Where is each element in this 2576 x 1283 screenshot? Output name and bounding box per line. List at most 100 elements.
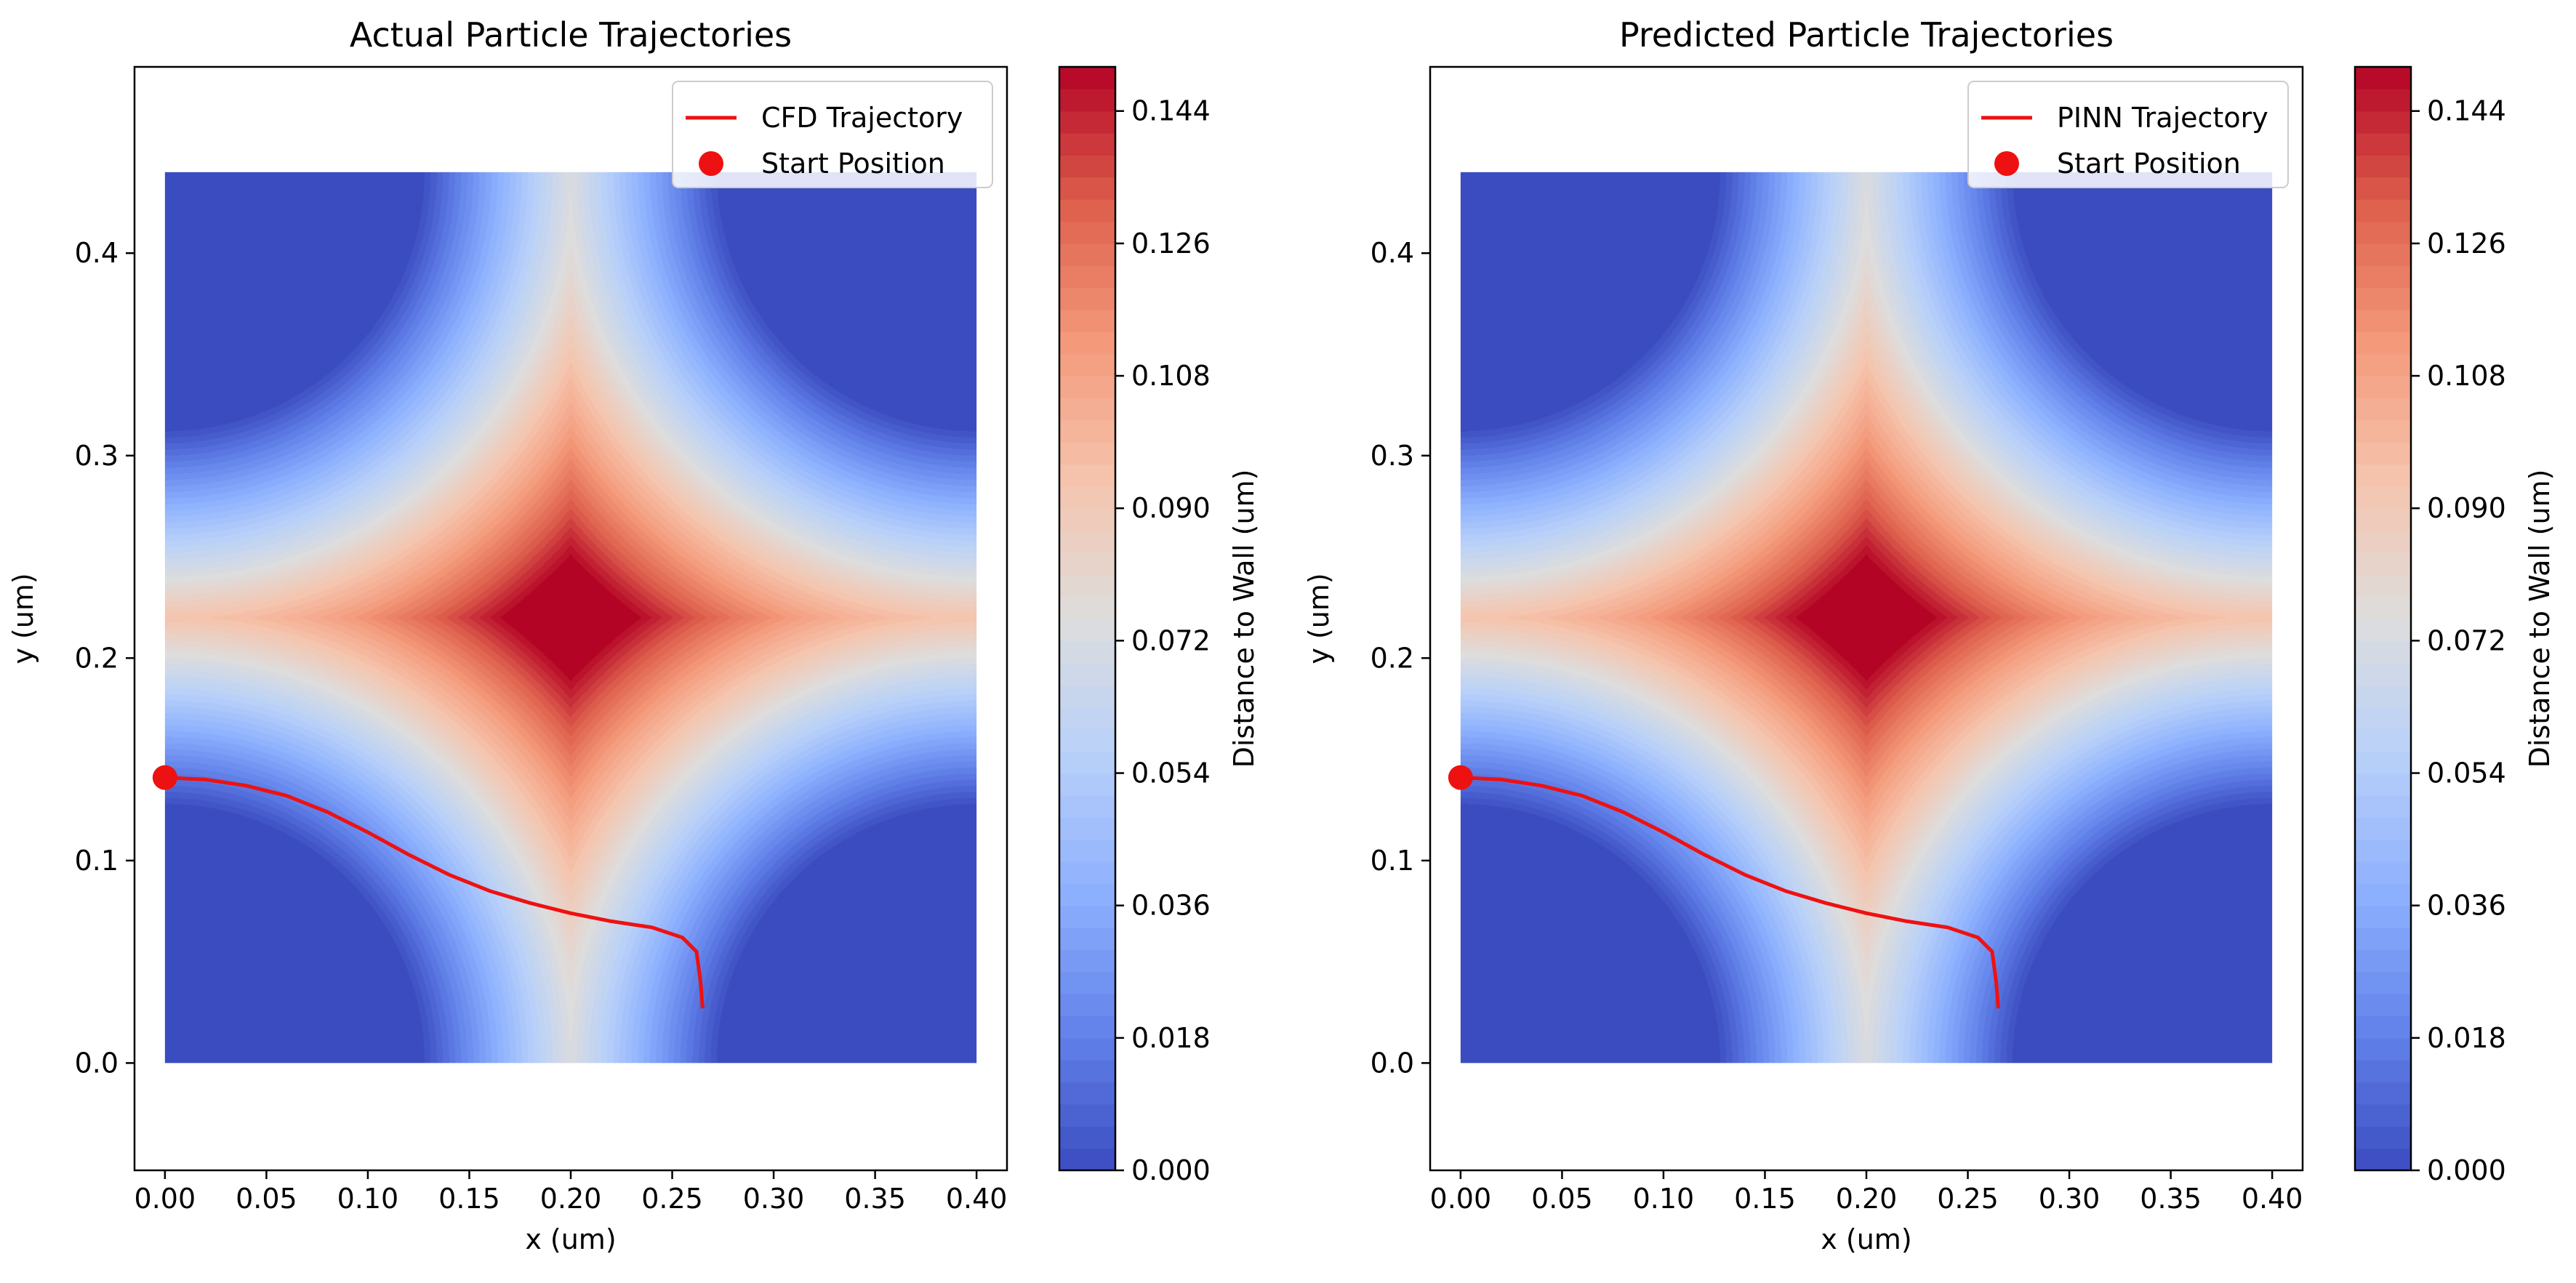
- y-tick-label: 0.0: [75, 1047, 119, 1079]
- x-tick-label: 0.25: [641, 1183, 703, 1215]
- colorbar-label: Distance to Wall (um): [1228, 470, 1260, 768]
- colorbar-band: [2355, 110, 2411, 134]
- colorbar-band: [2355, 331, 2411, 355]
- colorbar-band: [2355, 596, 2411, 619]
- colorbar-band: [1059, 994, 1115, 1017]
- colorbar-band: [2355, 795, 2411, 818]
- distance-field-heatmap: [164, 172, 977, 1063]
- x-tick-label: 0.25: [1937, 1183, 1999, 1215]
- colorbar-band: [1059, 640, 1115, 664]
- colorbar-band: [2355, 883, 2411, 906]
- colorbar-band: [1059, 508, 1115, 531]
- colorbar-band: [1059, 685, 1115, 708]
- colorbar-band: [2355, 994, 2411, 1017]
- legend: CFD Trajectory Start Position: [672, 81, 993, 188]
- colorbar-tick-label: 0.126: [1131, 228, 1211, 260]
- colorbar-band: [2355, 530, 2411, 553]
- x-tick-label: 0.40: [946, 1183, 1008, 1215]
- legend-entry-trajectory: CFD Trajectory: [761, 102, 963, 134]
- colorbar-band: [1059, 133, 1115, 156]
- colorbar-band: [2355, 442, 2411, 465]
- colorbar-band: [1059, 221, 1115, 244]
- colorbar-band: [2355, 133, 2411, 156]
- colorbar-band: [2355, 685, 2411, 708]
- colorbar-band: [1059, 1148, 1115, 1171]
- x-tick-label: 0.15: [1734, 1183, 1796, 1215]
- x-tick-label: 0.35: [844, 1183, 906, 1215]
- colorbar-band: [1059, 89, 1115, 112]
- colorbar-band: [1059, 905, 1115, 928]
- colorbar-band: [2355, 728, 2411, 752]
- colorbar-band: [2355, 419, 2411, 443]
- colorbar-band: [1059, 1126, 1115, 1149]
- colorbar-tick-label: 0.144: [1131, 95, 1211, 127]
- colorbar-band: [2355, 177, 2411, 200]
- colorbar-tick-label: 0.000: [1131, 1154, 1211, 1186]
- x-axis-label: x (um): [525, 1223, 616, 1255]
- colorbar-band: [1059, 728, 1115, 752]
- colorbar-band: [1059, 949, 1115, 973]
- colorbar-tick-label: 0.108: [1131, 360, 1211, 392]
- colorbar-band: [1059, 883, 1115, 906]
- colorbar-band: [2355, 905, 2411, 928]
- colorbar-tick-label: 0.144: [2427, 95, 2506, 127]
- colorbar-label: Distance to Wall (um): [2524, 470, 2556, 768]
- y-tick-label: 0.3: [1371, 440, 1414, 472]
- colorbar-band: [2355, 353, 2411, 377]
- colorbar-band: [2355, 949, 2411, 973]
- start-position-marker: [152, 765, 177, 790]
- colorbar-band: [1059, 928, 1115, 950]
- colorbar-band: [1059, 662, 1115, 685]
- y-tick-label: 0.2: [75, 642, 119, 674]
- colorbar-band: [2355, 773, 2411, 796]
- x-tick-label: 0.10: [1633, 1183, 1695, 1215]
- colorbar-band: [2355, 287, 2411, 310]
- y-axis-label: y (um): [7, 573, 39, 664]
- legend-entry-start: Start Position: [761, 148, 945, 180]
- legend: PINN Trajectory Start Position: [1967, 81, 2289, 188]
- y-tick-label: 0.0: [1371, 1047, 1414, 1079]
- colorbar-band: [2355, 398, 2411, 421]
- colorbar: 0.000 0.018 0.036 0.054 0.072 0.090 0.108 0.126…: [2354, 65, 2556, 1186]
- colorbar-band: [1059, 398, 1115, 421]
- x-tick-label: 0.30: [2039, 1183, 2100, 1215]
- colorbar-band: [1059, 1037, 1115, 1061]
- colorbar-band: [2355, 376, 2411, 398]
- colorbar-band: [1059, 155, 1115, 178]
- colorbar-band: [2355, 662, 2411, 685]
- colorbar-band: [1059, 1060, 1115, 1083]
- colorbar-band: [1059, 596, 1115, 619]
- colorbar-band: [1059, 773, 1115, 796]
- x-tick-label: 0.35: [2140, 1183, 2202, 1215]
- colorbar-band: [2355, 839, 2411, 862]
- x-tick-label: 0.20: [540, 1183, 602, 1215]
- x-tick-label: 0.05: [1531, 1183, 1593, 1215]
- colorbar-band: [1059, 552, 1115, 575]
- colorbar-band: [1059, 419, 1115, 443]
- colorbar-frame: [2354, 65, 2412, 1172]
- colorbar-band: [2355, 1060, 2411, 1083]
- panel-2: 0.00 0.05 0.10 0.15 0.20 0.25 0.30 0.35 0.400.00…: [1303, 15, 2556, 1255]
- x-tick-label: 0.05: [236, 1183, 297, 1215]
- colorbar-frame: [1058, 65, 1117, 1172]
- colorbar-band: [1059, 309, 1115, 332]
- colorbar-band: [2355, 552, 2411, 575]
- colorbar-tick-label: 0.072: [2427, 624, 2506, 656]
- colorbar-band: [1059, 331, 1115, 355]
- x-tick-label: 0.20: [1836, 1183, 1898, 1215]
- colorbar-band: [1059, 1015, 1115, 1039]
- colorbar-band: [2355, 1015, 2411, 1039]
- colorbar-band: [1059, 199, 1115, 222]
- colorbar-band: [1059, 464, 1115, 487]
- colorbar-band: [2355, 1082, 2411, 1105]
- start-position-marker: [1448, 765, 1473, 790]
- colorbar-band: [1059, 486, 1115, 509]
- x-tick-label: 0.40: [2242, 1183, 2303, 1215]
- colorbar-band: [1059, 707, 1115, 730]
- colorbar-band: [1059, 817, 1115, 840]
- colorbar-band: [1059, 839, 1115, 862]
- colorbar-tick-label: 0.000: [2427, 1154, 2506, 1186]
- colorbar-band: [1059, 110, 1115, 134]
- trajectory-line: [1460, 776, 2000, 1009]
